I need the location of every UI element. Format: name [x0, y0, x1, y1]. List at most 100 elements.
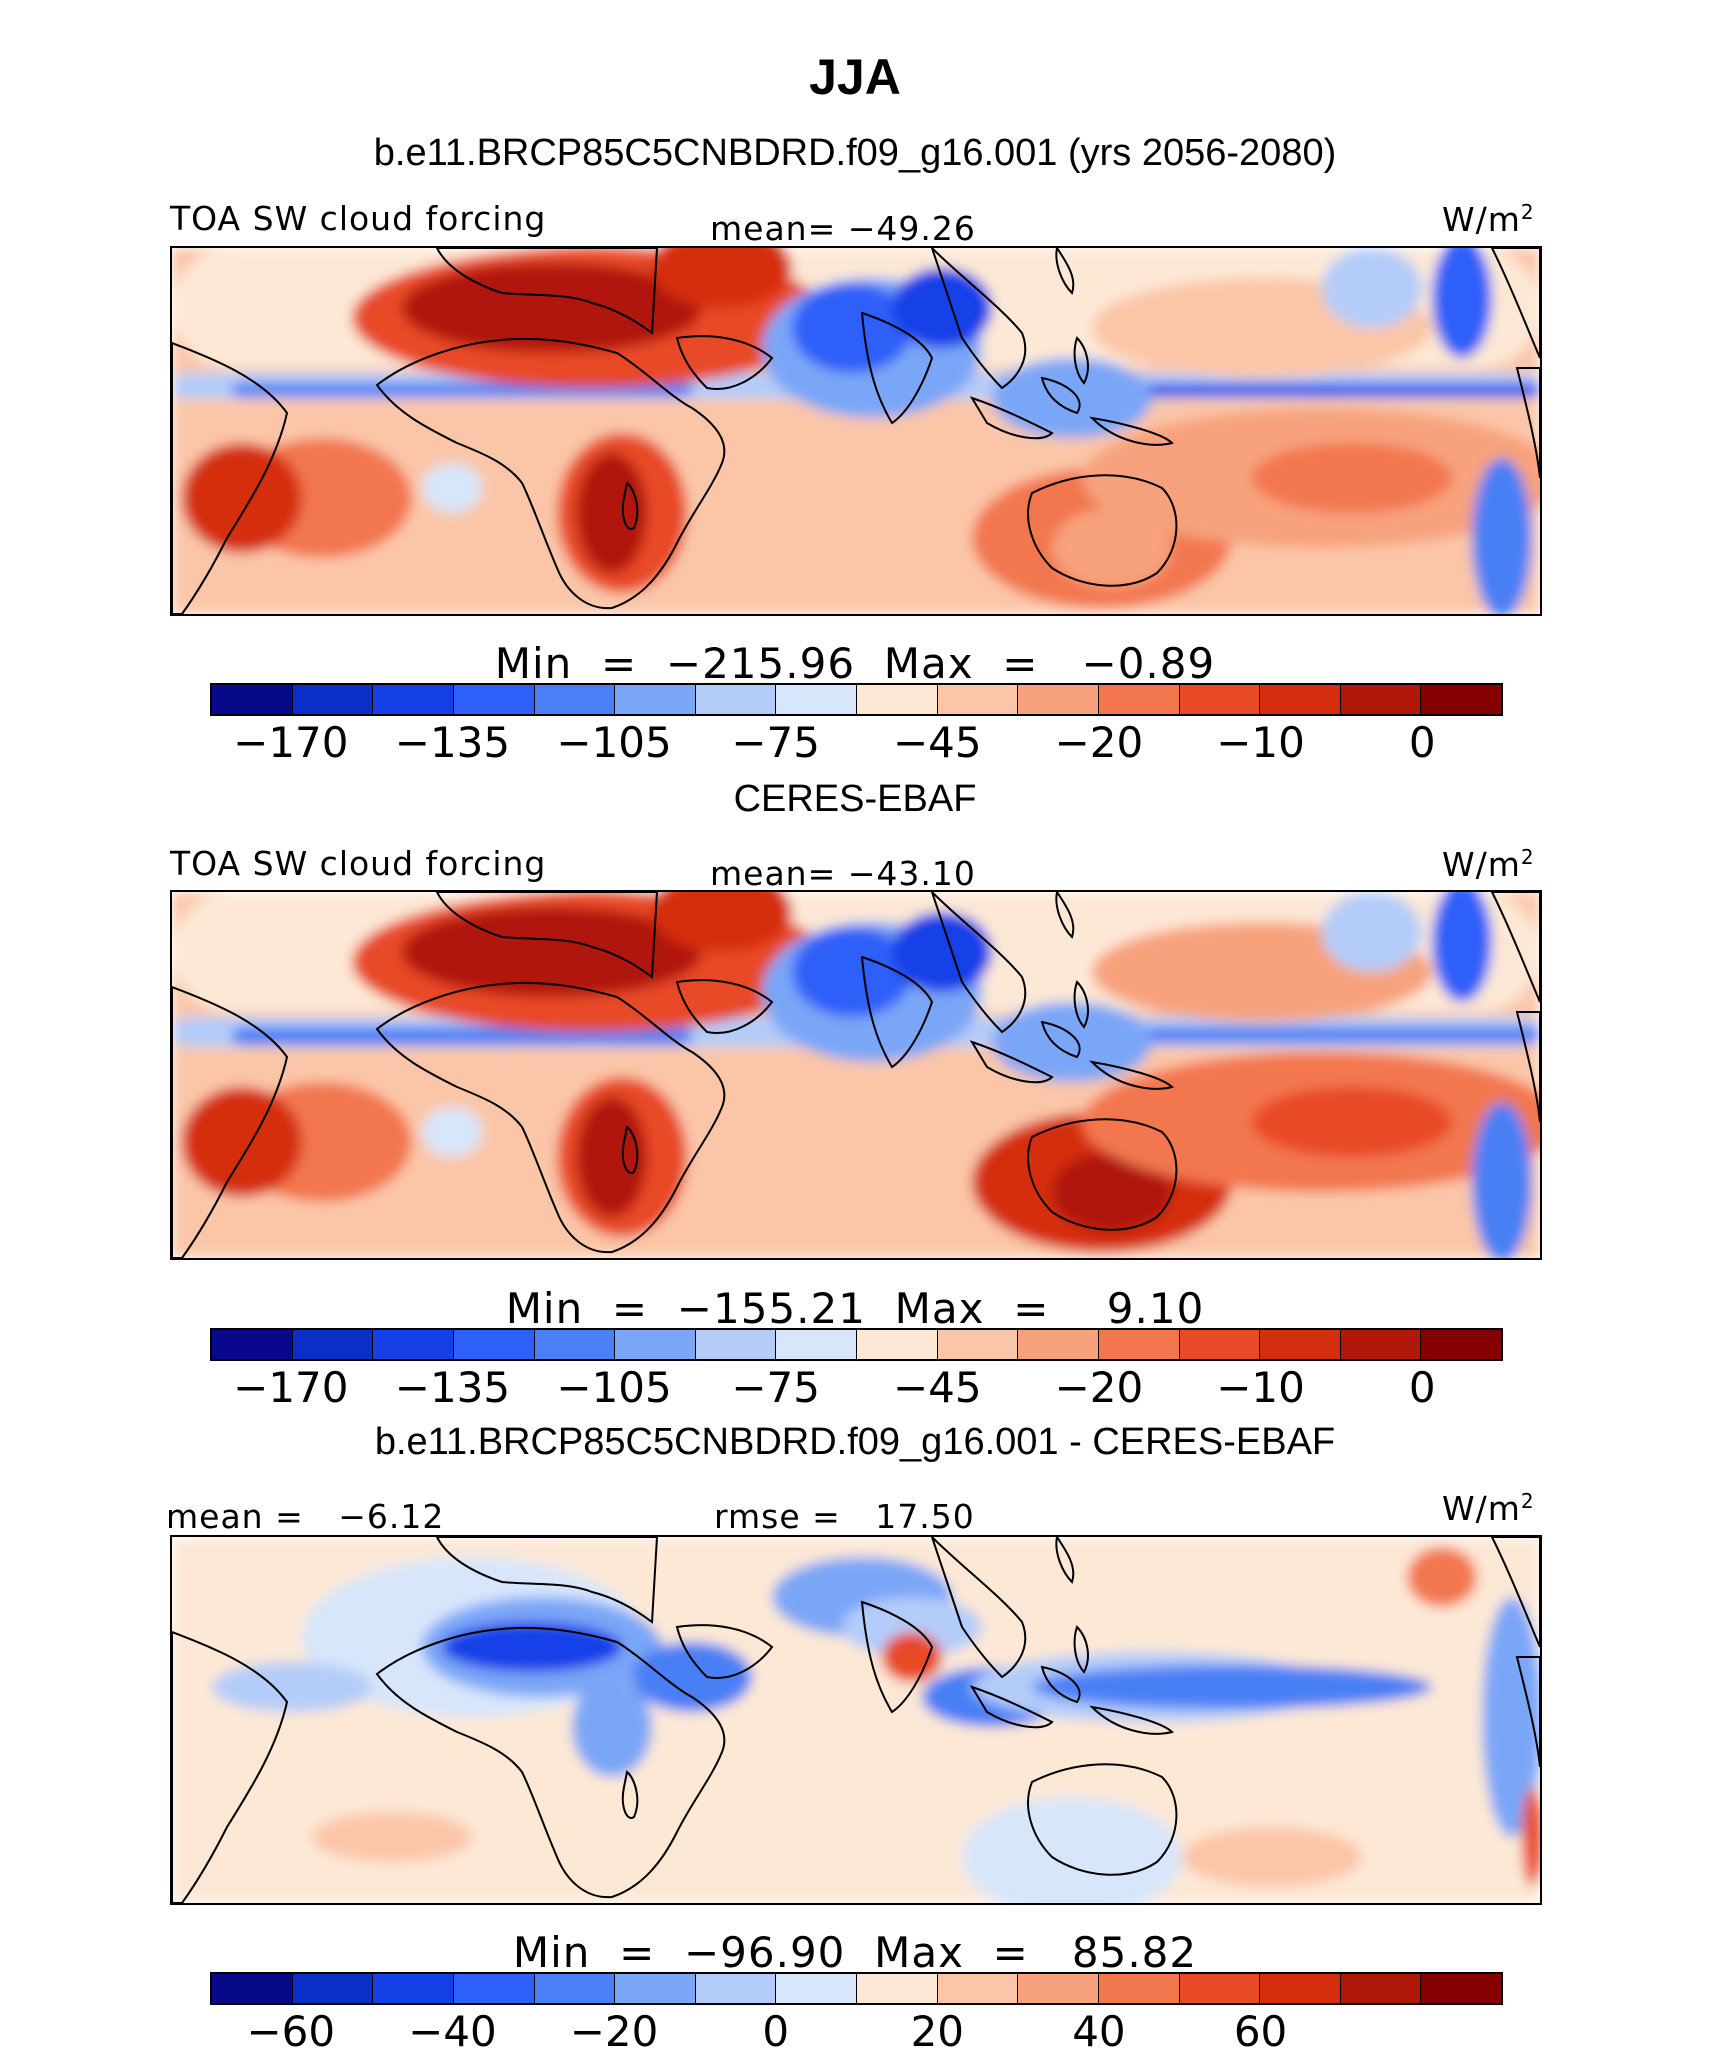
colorbar-tick-label: −170: [233, 1363, 349, 1412]
colorbar-tick-label: −20: [1054, 1363, 1144, 1412]
panel-2-mean-label: mean= −43.10: [710, 854, 976, 893]
field-blob: [882, 1632, 942, 1682]
coastline: [621, 481, 639, 530]
field-blob: [1252, 1087, 1452, 1157]
coastline: [1490, 248, 1540, 359]
coastline: [675, 1624, 774, 1679]
panel-2-heading: CERES-EBAF: [733, 778, 977, 820]
map-canvas: [172, 248, 1540, 614]
coastline: [969, 1685, 1054, 1729]
colorbar-box: [937, 1974, 1019, 2003]
field-blob: [402, 263, 702, 353]
colorbar-box: [1179, 1974, 1261, 2003]
coastline: [860, 311, 934, 425]
colorbar-tick-label: −135: [394, 1363, 511, 1412]
colorbar-tick-label: −40: [408, 2007, 497, 2056]
coastline: [1073, 1625, 1089, 1674]
coastline: [1515, 1011, 1540, 1123]
field-blob: [422, 1107, 482, 1157]
coastline: [1027, 1118, 1178, 1231]
field-blob: [1472, 1102, 1532, 1258]
field-blob: [312, 1812, 472, 1862]
colorbar-tick-label: 0: [1408, 1363, 1436, 1412]
map-canvas: [172, 892, 1540, 1258]
coastline: [172, 341, 289, 614]
colorbar-tick-label: −45: [892, 718, 982, 767]
colorbar-tick-label: −135: [394, 718, 511, 767]
coastline: [969, 396, 1054, 440]
colorbar-box: [1340, 1330, 1422, 1359]
colorbar-box: [1018, 685, 1099, 714]
coastline: [860, 1600, 934, 1714]
field-blob: [992, 1002, 1152, 1082]
coastline: [1490, 892, 1540, 1003]
field-blob: [442, 1622, 622, 1672]
field-blob: [1322, 248, 1422, 328]
panel-2-colorbar: [210, 1328, 1503, 1361]
field-blob: [792, 283, 912, 373]
colorbar-box: [1179, 1330, 1261, 1359]
colorbar-tick-label: −75: [731, 1363, 821, 1412]
colorbar-box: [534, 1330, 616, 1359]
colorbar-box: [1340, 685, 1422, 714]
coastline: [1089, 416, 1174, 446]
panel-1-units-label: W/m2: [1442, 200, 1535, 239]
colorbar-tick-label: −60: [246, 2007, 336, 2056]
field-layer: [172, 892, 1540, 1258]
colorbar-box: [695, 1330, 777, 1359]
colorbar-box: [373, 1974, 454, 2003]
colorbar-box: [453, 685, 535, 714]
map-canvas: [172, 1537, 1540, 1903]
field-blob: [892, 268, 992, 348]
panel-3-mean-label: mean = −6.12: [166, 1497, 445, 1536]
coastline: [621, 1125, 639, 1174]
coastline: [1040, 1020, 1081, 1059]
coastlines: [172, 892, 1540, 1258]
coastline: [1073, 336, 1089, 385]
colorbar-box: [937, 1330, 1019, 1359]
coastline: [1490, 1537, 1540, 1648]
colorbar-tick-label: 40: [1072, 2007, 1126, 2056]
field-blob: [1522, 1787, 1540, 1887]
colorbar-box: [1098, 1330, 1180, 1359]
colorbar-box: [1260, 685, 1341, 714]
colorbar-box: [937, 685, 1019, 714]
colorbar-tick-label: −45: [892, 1363, 982, 1412]
colorbar-box: [1098, 1974, 1180, 2003]
field-blob: [1052, 508, 1172, 588]
panel-3-colorbar: [210, 1972, 1503, 2005]
field-blob: [652, 892, 792, 952]
colorbar-tick-label: −20: [569, 2007, 659, 2056]
field-blob: [1472, 458, 1532, 614]
colorbar-box: [1421, 1974, 1501, 2003]
colorbar-tick-label: −105: [556, 1363, 672, 1412]
figure-title: JJA: [809, 49, 901, 105]
panel-1-variable-label: TOA SW cloud forcing: [170, 199, 547, 238]
colorbar-box: [857, 1974, 938, 2003]
coastline: [375, 981, 726, 1254]
field-blob: [182, 1087, 302, 1197]
coastline: [1073, 980, 1089, 1029]
colorbar-box: [1018, 1974, 1099, 2003]
panel-3-heading: b.e11.BRCP85C5CNBDRD.f09_g16.001 - CERES…: [374, 1421, 1336, 1463]
colorbar-box: [776, 1330, 857, 1359]
panel-3-min-max: Min = −96.90 Max = 85.82: [512, 1928, 1198, 1977]
field-blob: [1407, 1547, 1477, 1607]
colorbar-box: [1421, 1330, 1501, 1359]
colorbar-box: [534, 1974, 616, 2003]
panel-3-map: [170, 1535, 1542, 1905]
colorbar-box: [776, 685, 857, 714]
colorbar-tick-label: −10: [1216, 1363, 1305, 1412]
coastline: [435, 1537, 659, 1624]
field-blob: [572, 1677, 652, 1777]
coastline: [969, 1040, 1054, 1084]
field-layer: [172, 248, 1540, 614]
field-band: [1052, 1027, 1540, 1043]
coastline: [1040, 376, 1081, 415]
coastline: [931, 892, 1027, 1034]
panel-3-units-label: W/m2: [1442, 1489, 1535, 1528]
coastline: [1055, 248, 1075, 295]
coastline: [1027, 1763, 1178, 1876]
colorbar-tick-label: 0: [762, 2007, 790, 2056]
colorbar-tick-label: −20: [1054, 718, 1144, 767]
